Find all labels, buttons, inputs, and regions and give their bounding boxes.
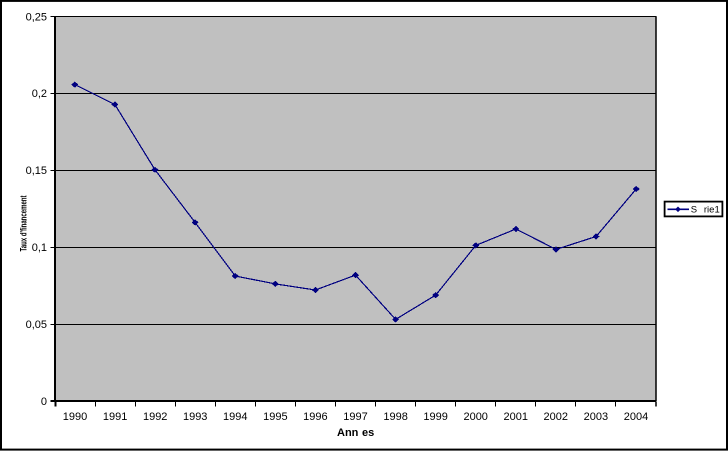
svg-text:2002: 2002 bbox=[544, 411, 568, 423]
svg-text:1996: 1996 bbox=[303, 411, 327, 423]
svg-text:1999: 1999 bbox=[423, 411, 447, 423]
svg-text:0,15: 0,15 bbox=[26, 165, 47, 177]
svg-text:0,2: 0,2 bbox=[32, 88, 47, 100]
svg-text:1995: 1995 bbox=[263, 411, 287, 423]
svg-text:S: S bbox=[691, 205, 697, 216]
svg-text:1991: 1991 bbox=[103, 411, 127, 423]
svg-text:2000: 2000 bbox=[463, 411, 487, 423]
svg-text:es: es bbox=[362, 427, 374, 439]
svg-text:1990: 1990 bbox=[63, 411, 87, 423]
svg-text:1994: 1994 bbox=[223, 411, 247, 423]
svg-text:2003: 2003 bbox=[584, 411, 608, 423]
svg-text:1993: 1993 bbox=[183, 411, 207, 423]
svg-text:rie1: rie1 bbox=[704, 205, 720, 216]
svg-text:2004: 2004 bbox=[624, 411, 648, 423]
svg-text:0,05: 0,05 bbox=[26, 319, 47, 331]
svg-text:2001: 2001 bbox=[504, 411, 528, 423]
svg-text:1997: 1997 bbox=[343, 411, 367, 423]
svg-text:0,25: 0,25 bbox=[26, 11, 47, 23]
svg-text:Taux d'financement: Taux d'financement bbox=[19, 196, 29, 252]
svg-text:Ann: Ann bbox=[337, 427, 359, 439]
svg-text:1998: 1998 bbox=[383, 411, 407, 423]
svg-text:1992: 1992 bbox=[143, 411, 167, 423]
svg-text:0: 0 bbox=[41, 396, 47, 408]
svg-text:0,1: 0,1 bbox=[32, 242, 47, 254]
